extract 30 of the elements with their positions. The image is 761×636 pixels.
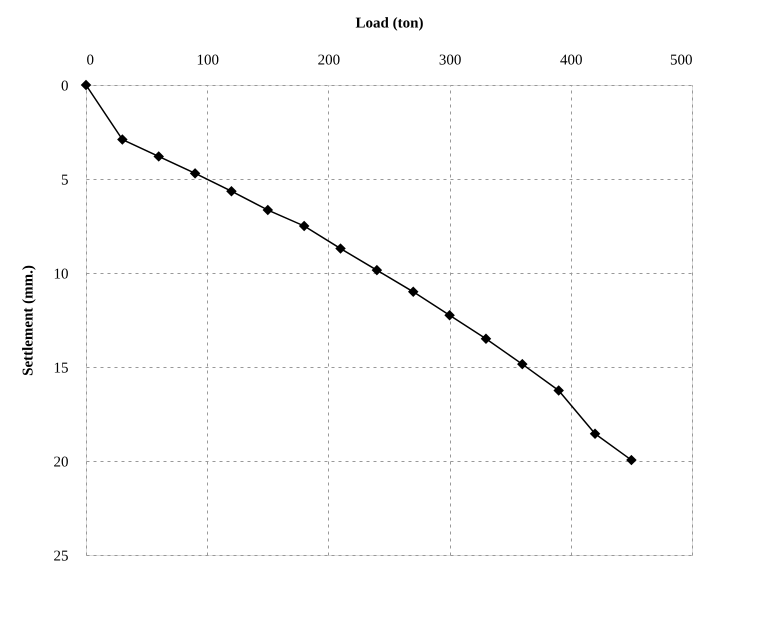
y-axis-title: Settlement (mm.) [20, 265, 36, 376]
point [408, 286, 418, 298]
point [298, 220, 310, 232]
y-tick-label: 10 [54, 266, 68, 282]
point [80, 80, 92, 90]
point [553, 385, 564, 396]
point [590, 428, 600, 439]
point [480, 334, 492, 344]
point [372, 264, 382, 276]
point [262, 204, 274, 216]
x-axis-title: Load (ton) [356, 16, 424, 32]
point [335, 243, 346, 254]
y-tick-label: 0 [61, 78, 68, 94]
y-tick-label: 20 [54, 454, 68, 470]
x-tick-label: 500 [670, 52, 692, 68]
x-tick-label: 300 [438, 52, 462, 68]
y-tick-label: 5 [61, 172, 68, 188]
point [117, 134, 128, 145]
x-tick-label: 0 [86, 52, 94, 68]
point [153, 151, 164, 162]
x-tick-label: 100 [196, 52, 219, 68]
point [444, 310, 455, 321]
y-tick-label: 15 [54, 360, 68, 376]
point [517, 358, 528, 370]
y-tick-label: 25 [54, 548, 68, 564]
point [226, 186, 237, 196]
x-tick-label: 200 [318, 52, 340, 68]
point [190, 168, 200, 179]
point [626, 454, 637, 466]
x-tick-label: 400 [560, 52, 583, 68]
